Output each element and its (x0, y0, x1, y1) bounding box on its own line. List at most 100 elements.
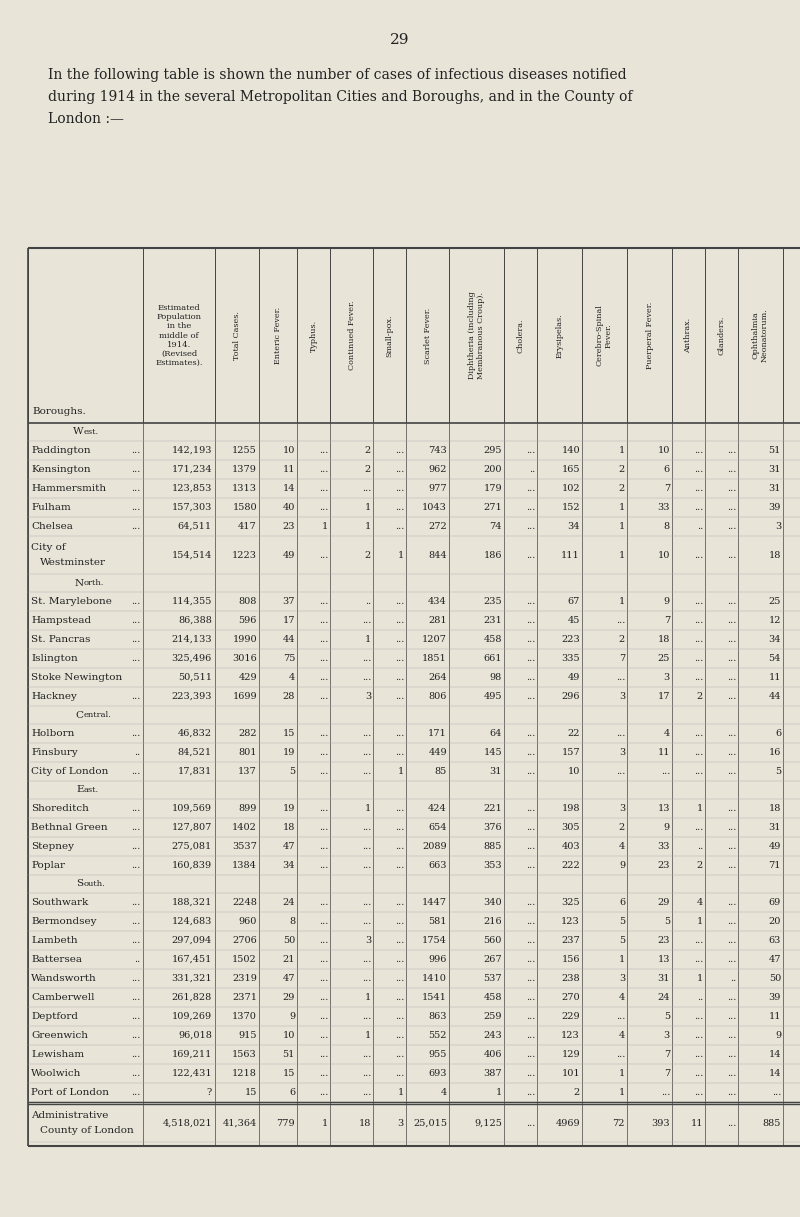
Text: ...: ... (394, 616, 404, 626)
Text: ...: ... (394, 974, 404, 983)
Text: ...: ... (726, 955, 736, 964)
Text: ...: ... (394, 598, 404, 606)
Text: 1410: 1410 (422, 974, 447, 983)
Text: ...: ... (394, 860, 404, 870)
Text: 261,828: 261,828 (172, 993, 212, 1002)
Text: ...: ... (772, 1088, 781, 1097)
Text: 1255: 1255 (232, 445, 257, 455)
Text: ...: ... (130, 936, 140, 944)
Text: ...: ... (726, 616, 736, 626)
Text: 3: 3 (365, 936, 371, 944)
Text: ...: ... (130, 1069, 140, 1078)
Text: ...: ... (130, 1088, 140, 1097)
Text: 86,388: 86,388 (178, 616, 212, 626)
Text: 11: 11 (769, 1013, 781, 1021)
Text: ...: ... (726, 1118, 736, 1127)
Text: ...: ... (130, 1031, 140, 1041)
Text: 4: 4 (441, 1088, 447, 1097)
Text: 6: 6 (619, 898, 625, 907)
Text: ...: ... (394, 748, 404, 757)
Text: ...: ... (726, 842, 736, 851)
Text: ...: ... (318, 1050, 328, 1059)
Text: Typhus.: Typhus. (310, 319, 318, 352)
Text: 8: 8 (664, 522, 670, 531)
Text: 1: 1 (365, 1031, 371, 1041)
Text: 417: 417 (238, 522, 257, 531)
Text: ...: ... (526, 842, 535, 851)
Text: 188,321: 188,321 (172, 898, 212, 907)
Text: ...: ... (526, 692, 535, 701)
Text: Holborn: Holborn (31, 729, 74, 738)
Text: 1: 1 (618, 955, 625, 964)
Text: County of London: County of London (40, 1126, 134, 1135)
Text: ...: ... (726, 1050, 736, 1059)
Text: 8: 8 (289, 916, 295, 926)
Text: Islington: Islington (31, 654, 78, 663)
Text: 4: 4 (289, 673, 295, 682)
Text: 169,211: 169,211 (172, 1050, 212, 1059)
Text: ...: ... (661, 1088, 670, 1097)
Text: ...: ... (130, 804, 140, 813)
Text: 596: 596 (238, 616, 257, 626)
Text: 22: 22 (567, 729, 580, 738)
Text: Enteric Fever.: Enteric Fever. (274, 307, 282, 364)
Text: 2706: 2706 (232, 936, 257, 944)
Text: 101: 101 (562, 1069, 580, 1078)
Text: ...: ... (318, 465, 328, 473)
Text: ...: ... (362, 767, 371, 776)
Text: Westminster: Westminster (40, 559, 106, 567)
Text: 39: 39 (769, 993, 781, 1002)
Text: outh.: outh. (83, 880, 106, 888)
Text: 1: 1 (618, 503, 625, 512)
Text: 2: 2 (697, 860, 703, 870)
Text: 1851: 1851 (422, 654, 447, 663)
Text: 495: 495 (483, 692, 502, 701)
Text: ...: ... (318, 654, 328, 663)
Text: Poplar: Poplar (31, 860, 65, 870)
Text: ...: ... (526, 748, 535, 757)
Text: 49: 49 (568, 673, 580, 682)
Text: 654: 654 (429, 823, 447, 832)
Text: 3537: 3537 (232, 842, 257, 851)
Text: 122,431: 122,431 (171, 1069, 212, 1078)
Text: 996: 996 (429, 955, 447, 964)
Text: during 1914 in the several Metropolitan Cities and Boroughs, and in the County o: during 1914 in the several Metropolitan … (48, 90, 633, 103)
Text: 2: 2 (574, 1088, 580, 1097)
Text: 179: 179 (483, 484, 502, 493)
Text: ...: ... (526, 635, 535, 644)
Text: 962: 962 (429, 465, 447, 473)
Text: ...: ... (394, 993, 404, 1002)
Text: 1699: 1699 (232, 692, 257, 701)
Text: 41,364: 41,364 (222, 1118, 257, 1127)
Text: 85: 85 (434, 767, 447, 776)
Text: 393: 393 (651, 1118, 670, 1127)
Text: ...: ... (526, 598, 535, 606)
Text: 39: 39 (769, 503, 781, 512)
Text: 458: 458 (483, 993, 502, 1002)
Text: 15: 15 (245, 1088, 257, 1097)
Text: 84,521: 84,521 (178, 748, 212, 757)
Text: 1402: 1402 (232, 823, 257, 832)
Text: 17,831: 17,831 (178, 767, 212, 776)
Text: 7: 7 (618, 654, 625, 663)
Text: ...: ... (726, 692, 736, 701)
Text: 23: 23 (658, 860, 670, 870)
Text: ...: ... (526, 1118, 535, 1127)
Text: ...: ... (362, 1088, 371, 1097)
Text: 3: 3 (618, 974, 625, 983)
Text: 221: 221 (483, 804, 502, 813)
Text: 152: 152 (562, 503, 580, 512)
Text: 1043: 1043 (422, 503, 447, 512)
Text: ...: ... (394, 522, 404, 531)
Text: 45: 45 (568, 616, 580, 626)
Text: ...: ... (318, 748, 328, 757)
Text: 222: 222 (562, 860, 580, 870)
Text: 64: 64 (490, 729, 502, 738)
Text: ...: ... (130, 522, 140, 531)
Text: Paddington: Paddington (31, 445, 90, 455)
Text: 3: 3 (365, 692, 371, 701)
Text: ...: ... (130, 484, 140, 493)
Text: 142,193: 142,193 (171, 445, 212, 455)
Text: ...: ... (362, 860, 371, 870)
Text: 801: 801 (238, 748, 257, 757)
